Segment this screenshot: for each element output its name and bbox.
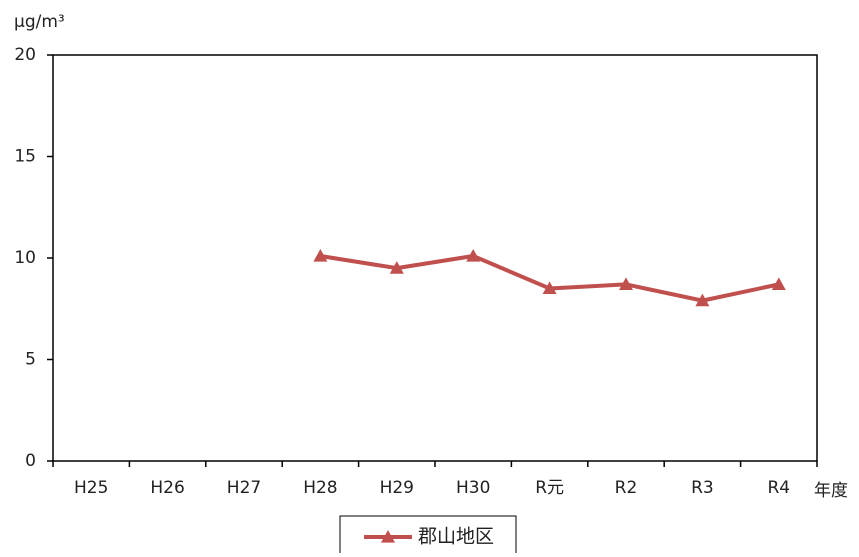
y-tick-label: 15 <box>14 147 36 167</box>
point-marker <box>313 248 328 262</box>
point-marker <box>619 277 633 290</box>
x-tick-label: R元 <box>535 478 564 498</box>
y-tick-label: 20 <box>14 45 36 65</box>
x-axis-label: 年度 <box>814 481 848 501</box>
point-marker <box>389 261 404 274</box>
x-tick-label: H28 <box>303 478 337 498</box>
y-tick-label: 5 <box>25 350 36 370</box>
point-marker <box>695 293 710 307</box>
y-tick-label: 10 <box>14 248 36 268</box>
x-tick-label: H27 <box>227 478 261 498</box>
x-tick-label: R2 <box>615 478 638 498</box>
x-tick-label: H29 <box>380 478 414 498</box>
x-tick-label: R4 <box>767 478 790 498</box>
y-tick-label: 0 <box>25 451 36 471</box>
point-marker <box>771 277 786 290</box>
x-tick-label: H26 <box>150 478 184 498</box>
legend-marker <box>381 530 395 543</box>
y-axis-label: μg/m³ <box>14 12 65 32</box>
x-tick-label: R3 <box>691 478 714 498</box>
x-tick-label: H30 <box>456 478 490 498</box>
x-tick-label: H25 <box>74 478 108 498</box>
plot-frame <box>52 54 818 462</box>
legend-label: 郡山地区 <box>418 526 494 548</box>
point-marker <box>466 248 481 262</box>
point-marker <box>542 281 557 295</box>
